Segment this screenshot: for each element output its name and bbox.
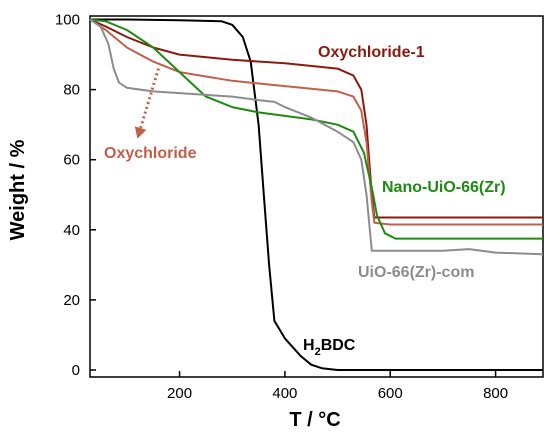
arrow-shaft: [139, 68, 160, 129]
label-h2bdc-suffix: BDC: [321, 337, 356, 354]
series-line-oxychloride-1: [89, 18, 543, 219]
y-tick-label: 40: [63, 222, 80, 239]
series-line-nano-uio-66-zr: [89, 18, 543, 240]
axis-ticks: 200 400 600 800 0 20 40 60 80 100: [55, 12, 508, 402]
x-tick-label: 200: [167, 385, 192, 402]
label-h2bdc: H2BDC: [303, 337, 356, 358]
x-tick-label: 600: [378, 385, 403, 402]
label-oxychloride-1: Oxychloride-1: [318, 44, 425, 61]
y-axis-label: Weight / %: [7, 139, 29, 240]
y-tick-label: 100: [55, 12, 80, 29]
label-nano-uio-66: Nano-UiO-66(Zr): [382, 179, 506, 196]
arrow-head: [134, 126, 147, 139]
label-uio-66-com: UiO-66(Zr)-com: [358, 264, 474, 281]
series-line-oxychloride: [89, 18, 543, 226]
label-h2bdc-prefix: H: [303, 337, 315, 354]
y-tick-label: 20: [63, 292, 80, 309]
series-line-uio-66-zr-com: [89, 18, 544, 256]
y-tick-label: 60: [63, 152, 80, 169]
x-tick-label: 800: [483, 385, 508, 402]
series-lines: [89, 18, 544, 371]
x-axis-label: T / °C: [289, 409, 340, 431]
annotation-arrow: [134, 68, 160, 139]
y-tick-label: 80: [63, 82, 80, 99]
series-line-h2bdc: [90, 18, 543, 371]
label-h2bdc-sub: 2: [315, 346, 321, 358]
plot-frame: [89, 15, 544, 378]
x-tick-label: 400: [272, 385, 297, 402]
y-tick-label: 0: [72, 362, 80, 379]
label-oxychloride: Oxychloride: [104, 145, 197, 162]
